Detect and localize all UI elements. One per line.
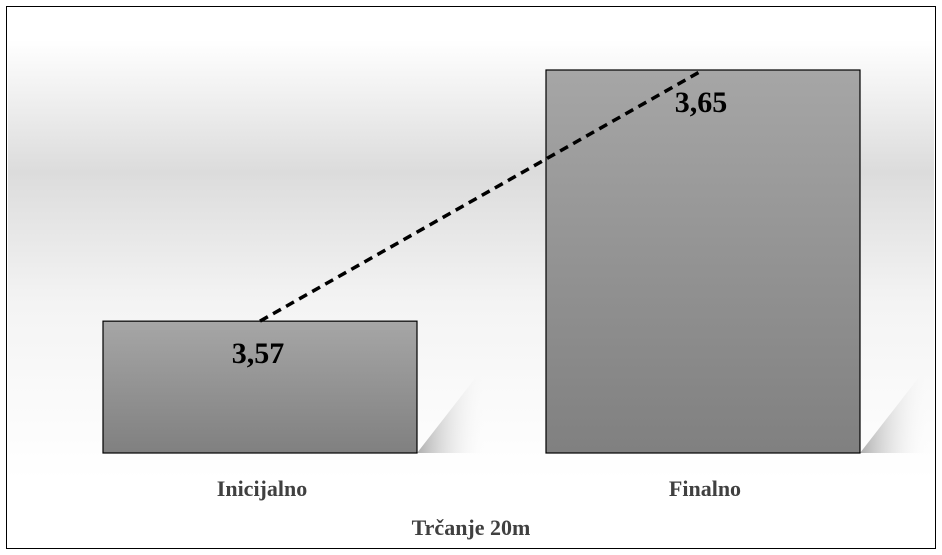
bar-shadow [417,363,487,453]
category-label: Finalno [669,476,741,501]
category-label: Inicijalno [217,476,307,501]
x-axis-title: Trčanje 20m [412,515,531,540]
trendline-layer [259,68,704,323]
bar-shadow [860,363,930,453]
trendline [259,68,704,323]
bar-finalno [545,69,861,454]
bar-shadows [417,363,930,453]
data-labels: 3,57 3,65 [232,86,728,370]
data-label: 3,65 [675,86,728,119]
bars [102,69,861,454]
category-labels: Inicijalno Finalno [217,476,741,501]
data-label: 3,57 [232,337,285,370]
